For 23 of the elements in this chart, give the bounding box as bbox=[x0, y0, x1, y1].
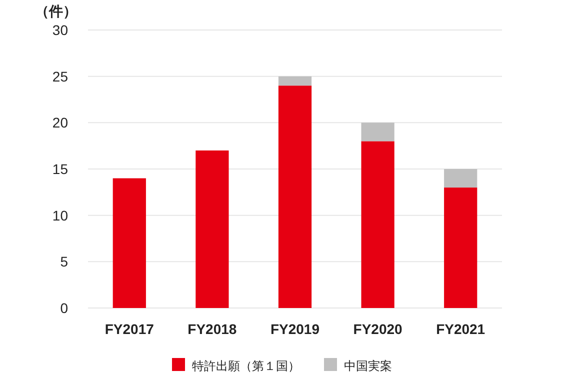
legend-label: 中国実案 bbox=[344, 359, 392, 373]
x-tick-label: FY2021 bbox=[436, 321, 486, 337]
x-tick-label: FY2019 bbox=[270, 321, 320, 337]
y-tick-label: 0 bbox=[60, 300, 68, 316]
bar bbox=[444, 188, 478, 308]
y-tick-label: 25 bbox=[52, 68, 68, 84]
bar bbox=[278, 86, 312, 308]
y-tick-label: 20 bbox=[52, 114, 68, 131]
y-tick-label: 15 bbox=[52, 161, 68, 177]
y-tick-label: 5 bbox=[60, 254, 68, 270]
y-tick-label: 30 bbox=[52, 22, 68, 38]
bar bbox=[278, 76, 312, 86]
x-tick-label: FY2020 bbox=[353, 321, 403, 337]
bar bbox=[196, 150, 229, 308]
x-tick-label: FY2018 bbox=[188, 321, 237, 337]
bar bbox=[361, 122, 394, 142]
bar bbox=[112, 178, 146, 308]
bar bbox=[444, 169, 478, 188]
y-axis-title: （件） bbox=[35, 3, 77, 19]
legend-label: 特許出願（第１国） bbox=[192, 359, 300, 373]
x-tick-label: FY2017 bbox=[104, 321, 154, 337]
y-tick-label: 10 bbox=[52, 207, 68, 224]
bar bbox=[361, 141, 394, 308]
